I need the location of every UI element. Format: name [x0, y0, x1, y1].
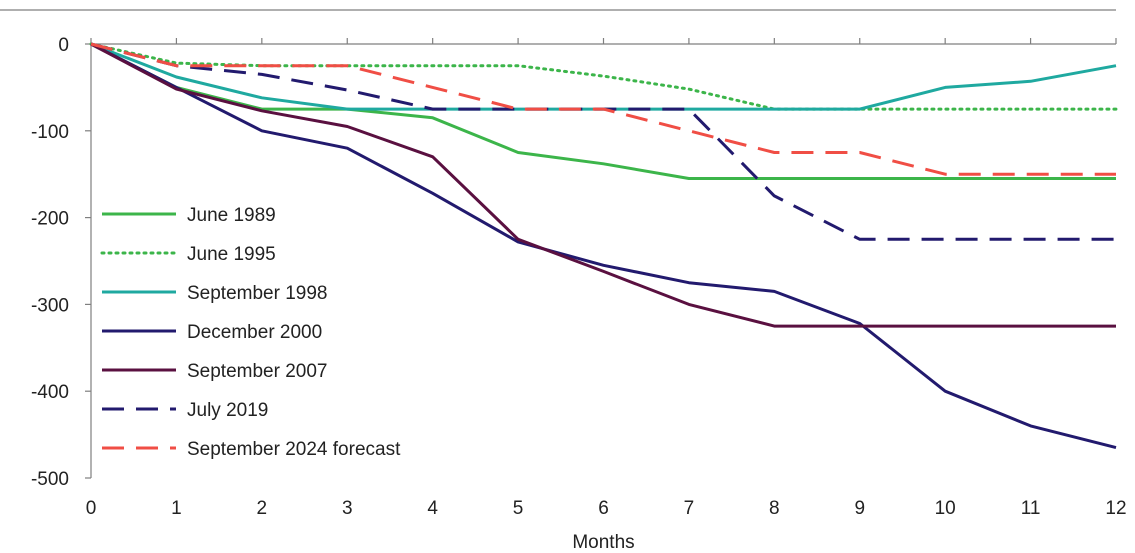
series-line-june-1995	[89, 42, 1118, 111]
y-tick-label: -400	[31, 382, 69, 403]
legend-label: July 2019	[187, 400, 268, 421]
legend-label: September 2007	[187, 361, 328, 382]
x-tick-label: 5	[513, 498, 524, 519]
x-tick-label: 11	[1021, 498, 1041, 519]
legend-label: June 1989	[187, 205, 276, 226]
y-tick-label: -100	[31, 122, 69, 143]
x-tick-label: 2	[257, 498, 268, 519]
axis-ticks: 0 1 2 3 4 5 6 7 8 9 10 11 120-100-200-300-400-500	[31, 35, 1127, 519]
legend-label: September 2024 forecast	[187, 439, 401, 460]
legend: June 1989 June 1995 September 1998 December…	[100, 205, 401, 460]
legend-label: December 2000	[187, 322, 322, 343]
x-tick-label: 9	[854, 498, 865, 519]
x-tick-label: 12	[1105, 498, 1126, 519]
series-line-june-1989	[90, 42, 1116, 180]
legend-label: September 1998	[187, 283, 328, 304]
x-tick-label: 3	[342, 498, 353, 519]
x-tick-label: 10	[935, 498, 956, 519]
series-line-december-2000	[90, 42, 1117, 450]
series-line-september-2007	[90, 42, 1116, 328]
x-tick-label: 0	[86, 498, 97, 519]
x-tick-label: 6	[598, 498, 609, 519]
legend-label: June 1995	[187, 244, 276, 265]
x-tick-label: 8	[769, 498, 780, 519]
x-tick-label: 4	[427, 498, 438, 519]
y-tick-label: -200	[31, 209, 69, 230]
x-tick-label: 7	[684, 498, 695, 519]
y-tick-label: 0	[58, 35, 69, 56]
series-line-september-2024-forecast	[90, 42, 1116, 176]
y-tick-label: -300	[31, 295, 69, 316]
series-layer	[89, 42, 1118, 450]
series-line-september-1998	[90, 42, 1117, 111]
x-axis-title: Months	[572, 532, 634, 553]
axes	[0, 9, 1116, 478]
y-tick-label: -500	[31, 469, 69, 490]
x-tick-label: 1	[171, 498, 182, 519]
